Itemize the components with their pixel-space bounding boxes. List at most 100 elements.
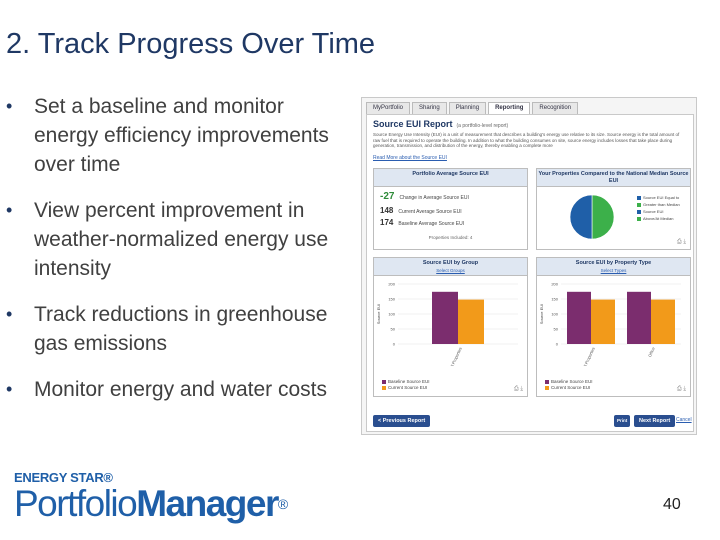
legend-swatch <box>545 385 549 390</box>
legend-row: Current Source EUI <box>382 385 430 390</box>
y-tick-label: 0 <box>556 342 559 347</box>
print-button[interactable]: Print <box>614 415 631 427</box>
portfolio-manager-screenshot: MyPortfolio Sharing Planning Reporting R… <box>361 97 697 435</box>
legend-label: Source EUI <box>643 209 664 214</box>
report-title: Source EUI Report (a portfolio-level repo… <box>373 119 508 129</box>
bullet-item: • Monitor energy and water costs <box>6 375 346 404</box>
legend-label: Greater than Median <box>643 202 680 207</box>
chart-legend: Baseline Source EUI Current Source EUI <box>545 378 593 390</box>
metric-label: Change in Average Source EUI <box>399 195 469 201</box>
metric-value: 174 <box>380 218 394 227</box>
bar <box>458 299 484 344</box>
tab-bar: MyPortfolio Sharing Planning Reporting R… <box>366 102 692 114</box>
logo-manager: Manager <box>136 483 279 524</box>
bullet-text: Track reductions in greenhouse gas emiss… <box>34 303 328 355</box>
y-tick-label: 100 <box>388 312 395 317</box>
y-tick-label: 0 <box>393 342 396 347</box>
legend-row: Baseline Source EUI <box>545 379 593 384</box>
report-subtitle: (a portfolio-level report) <box>456 123 509 129</box>
y-tick-label: 200 <box>388 282 395 287</box>
panel-icons[interactable]: ⎙ ⤓ <box>513 386 523 392</box>
pie-chart <box>569 194 615 240</box>
bar <box>432 291 458 344</box>
y-tick-label: 50 <box>391 327 396 332</box>
bar-chart-group: Source EUI 200 150 100 50 0 All Properties <box>376 282 518 366</box>
eui-by-type-panel: Source EUI by Property Type Select Types … <box>536 257 691 397</box>
page-number: 40 <box>663 496 681 513</box>
tab-recognition[interactable]: Recognition <box>532 102 579 114</box>
energy-star-portfolio-manager-logo: ENERGY STAR® PortfolioManager® <box>14 470 288 524</box>
report-panel: Source EUI Report (a portfolio-level repo… <box>366 114 694 432</box>
median-comparison-panel: Your Properties Compared to the National… <box>536 168 691 250</box>
bullet-marker: • <box>6 379 13 399</box>
bullet-marker: • <box>6 200 13 220</box>
y-tick-label: 50 <box>554 327 559 332</box>
y-tick-label: 150 <box>388 297 395 302</box>
metric-value: -27 <box>380 191 395 202</box>
legend-label: Current Source EUI <box>551 385 591 390</box>
legend-row: Baseline Source EUI <box>382 379 430 384</box>
panel-title-text: Source EUI by Group <box>422 260 479 266</box>
report-description: Source Energy Use Intensity (EUI) is a u… <box>373 132 680 148</box>
bar <box>567 291 591 344</box>
pie-slice-green <box>591 194 615 240</box>
y-tick-label: 150 <box>551 297 558 302</box>
bar <box>591 299 615 344</box>
bullet-marker: • <box>6 304 13 324</box>
bar-chart-type: Source EUI 200 150 100 50 0 All Properties Offi… <box>539 282 681 366</box>
logo-energy-star: ENERGY STAR® <box>14 470 113 485</box>
y-tick-label: 100 <box>551 312 558 317</box>
read-more-link[interactable]: Read More about the Source EUI <box>373 155 447 161</box>
select-groups-link[interactable]: Select Groups <box>436 268 465 273</box>
y-axis-label: Source EUI <box>539 304 544 324</box>
bar <box>627 291 651 344</box>
legend-swatch <box>545 379 549 384</box>
panel-title: Source EUI by Group Select Groups <box>374 258 527 276</box>
logo-portfolio-manager: PortfolioManager® <box>14 483 288 524</box>
bullet-text: Monitor energy and water costs <box>34 378 327 401</box>
legend-label: Baseline Source EUI <box>388 379 430 384</box>
panel-icons[interactable]: ⎙ ⤓ <box>676 239 686 245</box>
bar <box>651 299 675 344</box>
metric-label: Baseline Average Source EUI <box>398 221 465 227</box>
next-report-button[interactable]: Next Report <box>634 415 676 427</box>
cancel-link[interactable]: Cancel <box>676 417 692 423</box>
legend-swatch <box>637 202 641 207</box>
panel-title: Your Properties Compared to the National… <box>537 169 690 187</box>
panel-title: Source EUI by Property Type Select Types <box>537 258 690 276</box>
slide-title: 2. Track Progress Over Time <box>6 28 376 60</box>
metric-current: 148 Current Average Source EUI <box>380 206 462 215</box>
legend-swatch <box>637 209 641 214</box>
legend-row: Source EUI Equal to <box>637 195 680 200</box>
select-types-link[interactable]: Select Types <box>600 268 627 273</box>
metric-change: -27 Change in Average Source EUI <box>380 191 469 202</box>
bullet-text: View percent improvement in weather-norm… <box>34 199 329 280</box>
metric-value: 148 <box>380 206 394 215</box>
legend-swatch <box>382 379 386 384</box>
properties-included: Properties Included: 4 <box>428 235 473 240</box>
legend-label: Above/At Median <box>643 216 674 221</box>
x-tick-label: All Properties <box>581 346 596 366</box>
bullet-marker: • <box>6 96 13 116</box>
tab-planning[interactable]: Planning <box>448 102 487 114</box>
legend-row: Current Source EUI <box>545 385 593 390</box>
bullet-text: Set a baseline and monitor energy effici… <box>34 95 329 176</box>
legend-label: Current Source EUI <box>388 385 428 390</box>
logo-registered: ® <box>277 496 288 512</box>
legend-swatch <box>382 385 386 390</box>
pie-legend: Source EUI Equal to Greater than Median … <box>637 195 680 223</box>
bullet-list: • Set a baseline and monitor energy effic… <box>6 92 346 421</box>
legend-swatch <box>637 195 641 200</box>
y-tick-label: 200 <box>551 282 558 287</box>
x-tick-label: All Properties <box>448 346 463 366</box>
panel-icons[interactable]: ⎙ ⤓ <box>676 386 686 392</box>
tab-sharing[interactable]: Sharing <box>412 102 447 114</box>
average-eui-panel: Portfolio Average Source EUI -27 Change i… <box>373 168 528 250</box>
previous-report-button[interactable]: < Previous Report <box>373 415 431 427</box>
pie-slice-blue <box>569 194 593 240</box>
tab-reporting[interactable]: Reporting <box>488 102 531 114</box>
tab-myportfolio[interactable]: MyPortfolio <box>366 102 411 114</box>
metric-baseline: 174 Baseline Average Source EUI <box>380 218 464 227</box>
panel-title: Portfolio Average Source EUI <box>374 169 527 187</box>
chart-legend: Baseline Source EUI Current Source EUI <box>382 378 430 390</box>
